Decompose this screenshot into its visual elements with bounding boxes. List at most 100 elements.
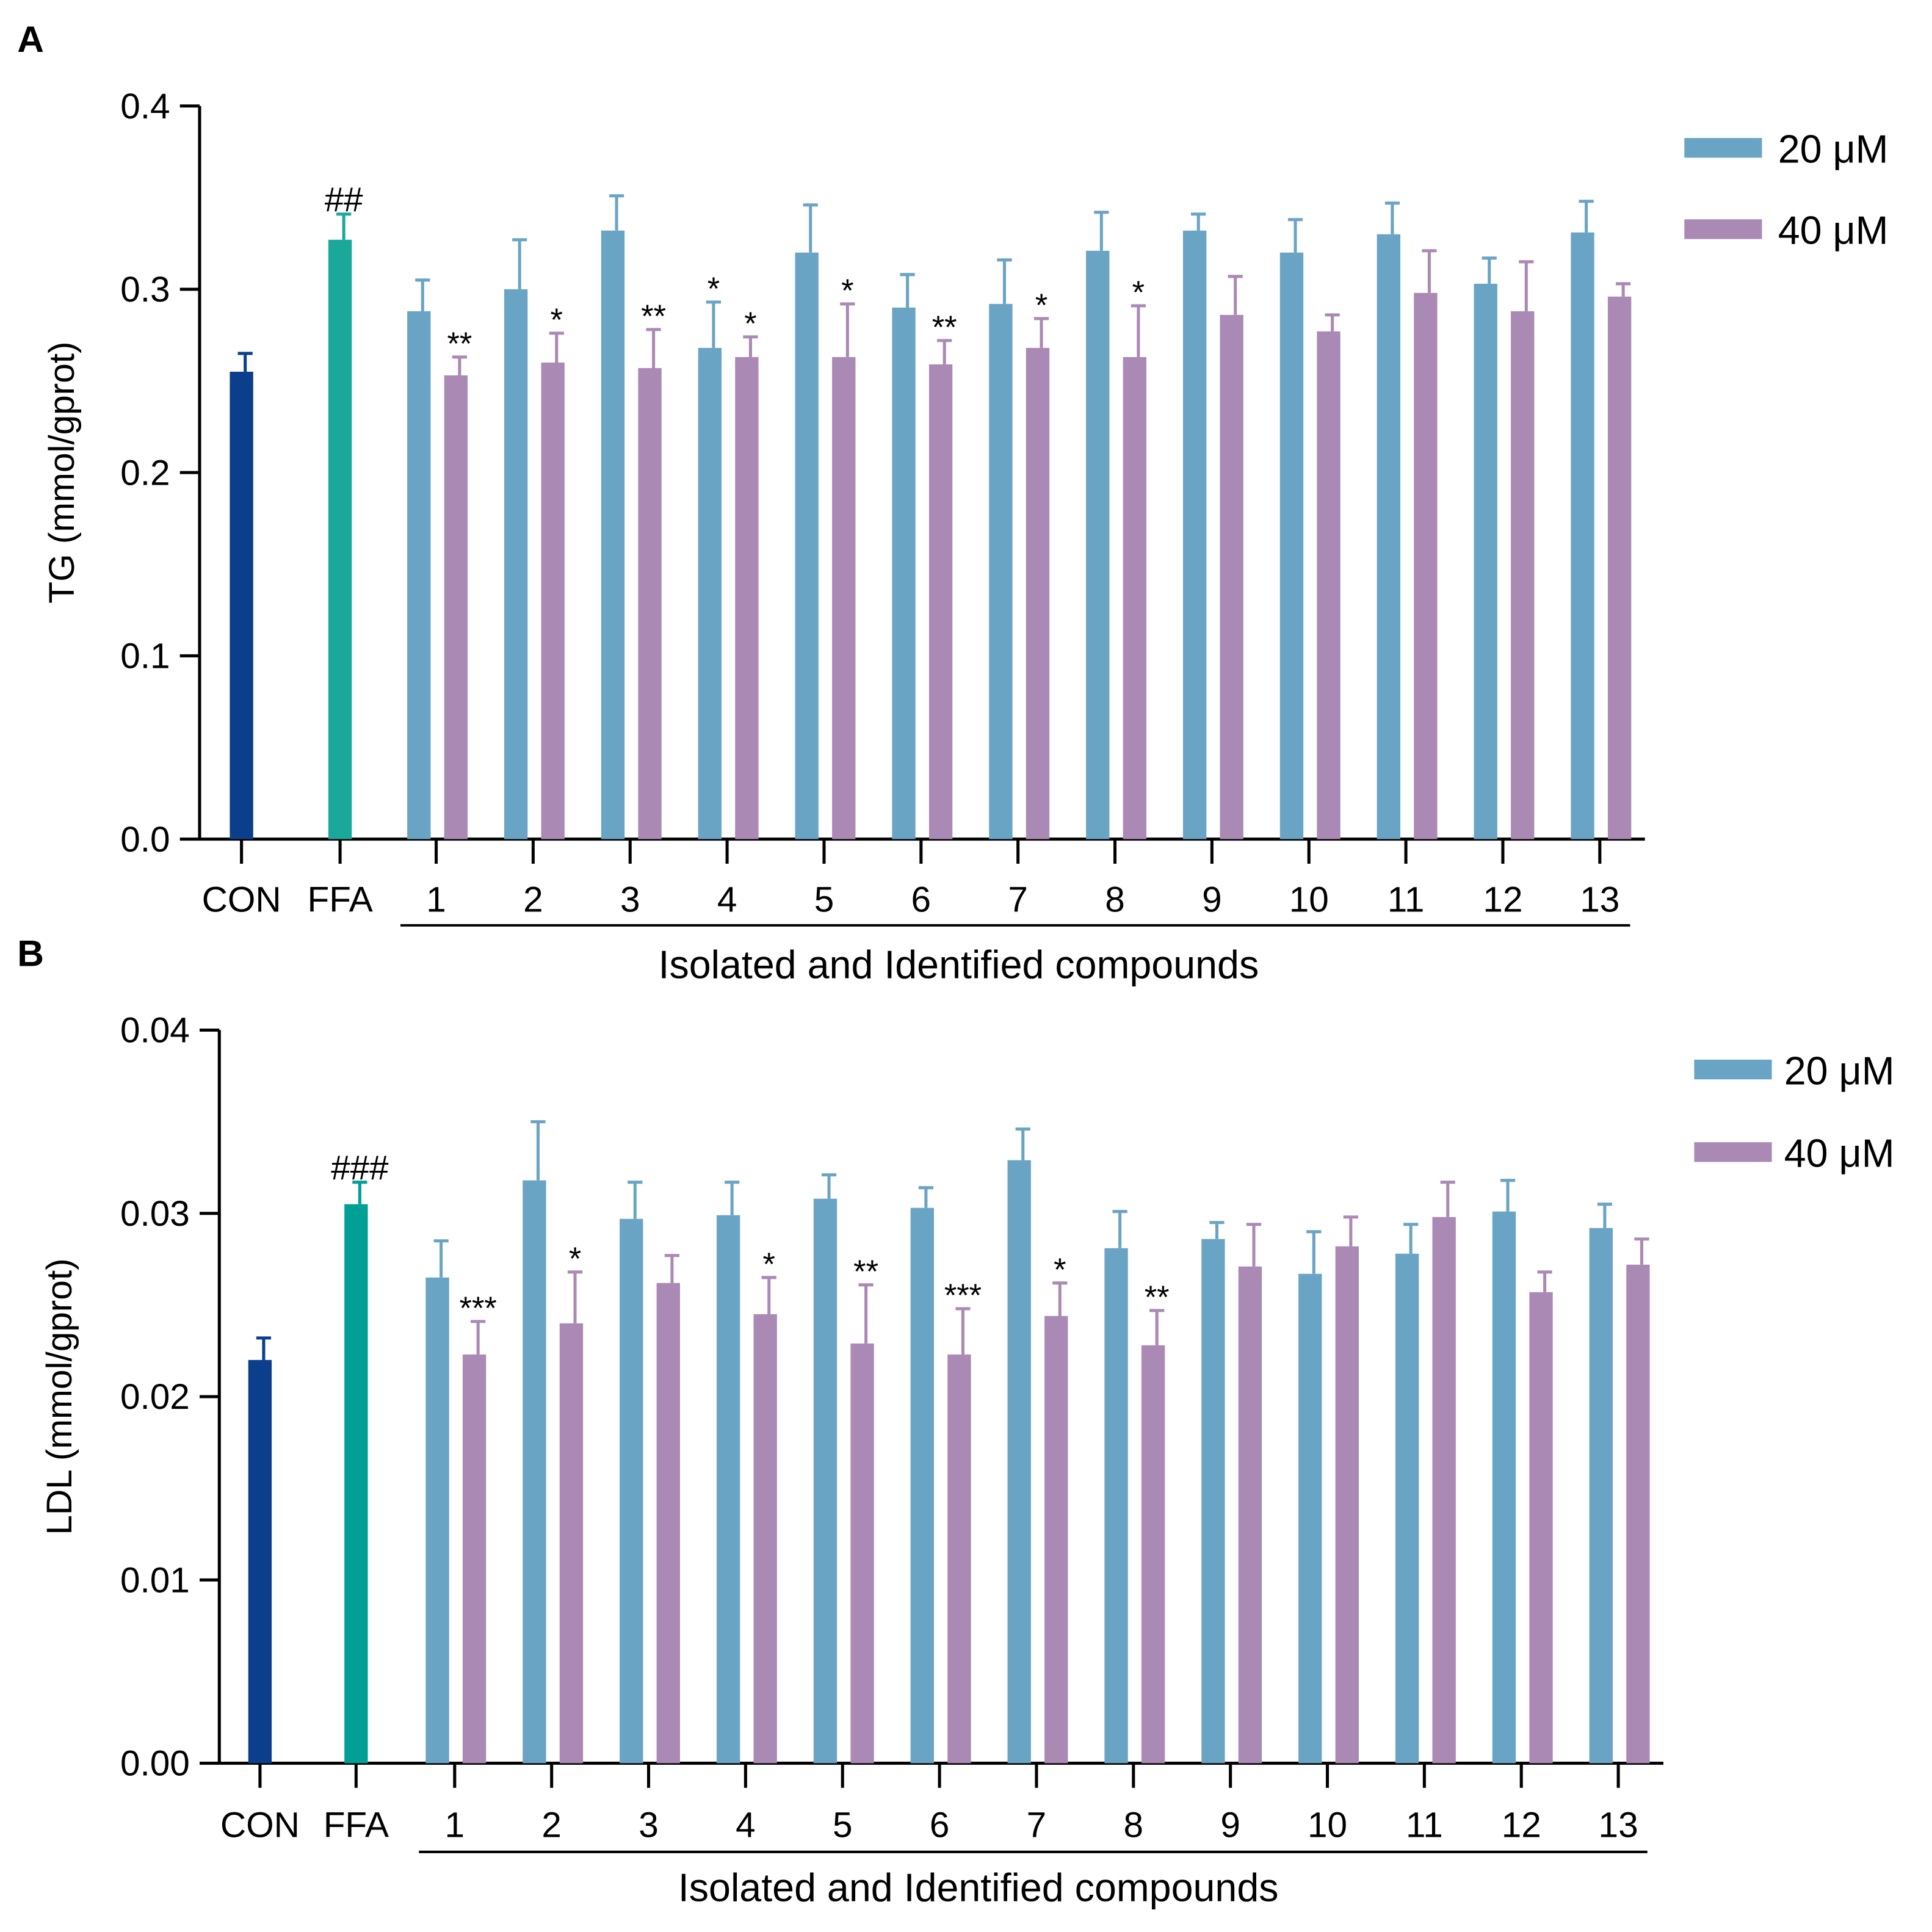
- y-tick-label: 0.1: [120, 637, 170, 676]
- x-tick-label: 13: [1580, 880, 1619, 920]
- bar-40um: [735, 356, 759, 839]
- significance-mark: *: [1054, 1252, 1066, 1288]
- x-tick-label: 7: [1027, 1806, 1047, 1845]
- x-tick-label: 6: [930, 1806, 950, 1845]
- bar-40um: [1317, 331, 1340, 839]
- x-tick-label: 5: [833, 1806, 853, 1845]
- bar-20um: [1279, 252, 1304, 839]
- y-tick-label: 0.2: [120, 453, 170, 493]
- x-tick-label: 2: [541, 1806, 562, 1845]
- bar-40um: [928, 364, 953, 839]
- x-tick-label: 9: [1202, 880, 1222, 920]
- significance-mark: *: [841, 273, 853, 309]
- y-tick-label: 0.0: [120, 820, 170, 859]
- bar-20um: [795, 252, 819, 839]
- x-tick-label: 5: [814, 880, 834, 920]
- bar-ffa: [328, 239, 352, 839]
- bar-40um: [1026, 347, 1050, 839]
- significance-mark: *: [1035, 288, 1047, 324]
- significance-mark: **: [932, 309, 957, 346]
- bar-20um: [504, 289, 528, 839]
- y-axis-label: TG (mmol/gprot): [42, 342, 82, 604]
- x-tick-label: 11: [1406, 1806, 1443, 1845]
- y-tick-label: 0.4: [120, 87, 170, 126]
- bar-20um: [1086, 250, 1110, 839]
- bar-40um: [1511, 311, 1535, 839]
- bar-ffa: [344, 1204, 368, 1764]
- bar-40um: [638, 367, 662, 839]
- x-tick-label: 10: [1289, 880, 1329, 920]
- bar-40um: [1529, 1292, 1553, 1764]
- bar-40um: [656, 1283, 681, 1764]
- bar-40um: [559, 1323, 584, 1764]
- x-tick-label: 13: [1599, 1806, 1638, 1845]
- bar-40um: [1220, 314, 1243, 839]
- legend-swatch: [1694, 1142, 1772, 1162]
- bar-20um: [1007, 1160, 1031, 1764]
- x-tick-label: 8: [1124, 1806, 1144, 1845]
- bar-20um: [1377, 234, 1401, 839]
- bar-20um: [1201, 1239, 1225, 1764]
- x-tick-label: 7: [1008, 880, 1028, 920]
- bar-40um: [1432, 1217, 1456, 1764]
- x-tick-label: 3: [639, 1806, 659, 1845]
- x-tick-label: FFA: [307, 880, 372, 920]
- x-tick-label: FFA: [324, 1806, 389, 1845]
- x-tick-label: 4: [736, 1806, 756, 1845]
- x-axis-label: Isolated and Identified compounds: [659, 943, 1259, 987]
- bar-20um: [1104, 1248, 1128, 1764]
- x-tick-label: 1: [445, 1806, 465, 1845]
- bar-20um: [1298, 1273, 1322, 1764]
- significance-mark: ***: [944, 1278, 982, 1314]
- x-tick-label: CON: [220, 1806, 300, 1845]
- bar-20um: [1474, 283, 1497, 839]
- bar-20um: [1492, 1211, 1516, 1764]
- bar-40um: [947, 1354, 971, 1764]
- bar-40um: [1626, 1264, 1650, 1764]
- bar-40um: [850, 1343, 874, 1764]
- significance-mark: ***: [460, 1290, 497, 1326]
- x-tick-label: 8: [1105, 880, 1125, 920]
- significance-mark: *: [744, 306, 756, 342]
- y-axis-label: LDL (mmol/gprot): [40, 1258, 79, 1535]
- bar-40um: [1238, 1266, 1262, 1764]
- bar-40um: [1607, 296, 1632, 839]
- x-tick-label: 3: [620, 880, 640, 920]
- bar-40um: [462, 1354, 487, 1764]
- bar-20um: [1589, 1228, 1613, 1764]
- x-tick-label: 12: [1483, 880, 1522, 920]
- bar-40um: [1335, 1246, 1359, 1764]
- x-tick-label: 9: [1220, 1806, 1240, 1845]
- y-tick-label: 0.01: [120, 1560, 190, 1600]
- y-tick-label: 0.3: [120, 270, 170, 309]
- y-tick-label: 0.04: [120, 1011, 190, 1051]
- bar-20um: [698, 347, 722, 839]
- bar-con: [230, 371, 253, 839]
- x-tick-label: 4: [717, 880, 737, 920]
- significance-mark: *: [551, 302, 563, 338]
- bar-20um: [523, 1180, 546, 1764]
- x-tick-label: 1: [426, 880, 446, 920]
- panel-label: A: [17, 18, 44, 60]
- significance-mark: **: [641, 298, 666, 335]
- bar-40um: [541, 362, 565, 839]
- bar-40um: [832, 356, 856, 839]
- significance-mark: *: [707, 271, 720, 307]
- bar-20um: [1571, 232, 1594, 839]
- y-tick-label: 0.02: [120, 1377, 190, 1417]
- significance-mark: **: [853, 1254, 878, 1290]
- x-tick-label: 12: [1502, 1806, 1541, 1845]
- y-tick-label: 0.00: [120, 1744, 190, 1784]
- bar-40um: [444, 375, 468, 839]
- bar-40um: [1123, 356, 1147, 839]
- x-tick-label: CON: [202, 880, 281, 920]
- legend-swatch: [1684, 138, 1762, 158]
- bar-20um: [910, 1207, 935, 1764]
- significance-mark: ###: [331, 1149, 389, 1187]
- bar-40um: [1141, 1345, 1165, 1764]
- bar-40um: [1044, 1315, 1068, 1764]
- x-tick-label: 10: [1308, 1806, 1347, 1845]
- significance-mark: *: [1132, 275, 1145, 311]
- y-tick-label: 0.03: [120, 1194, 190, 1234]
- bar-20um: [620, 1218, 643, 1764]
